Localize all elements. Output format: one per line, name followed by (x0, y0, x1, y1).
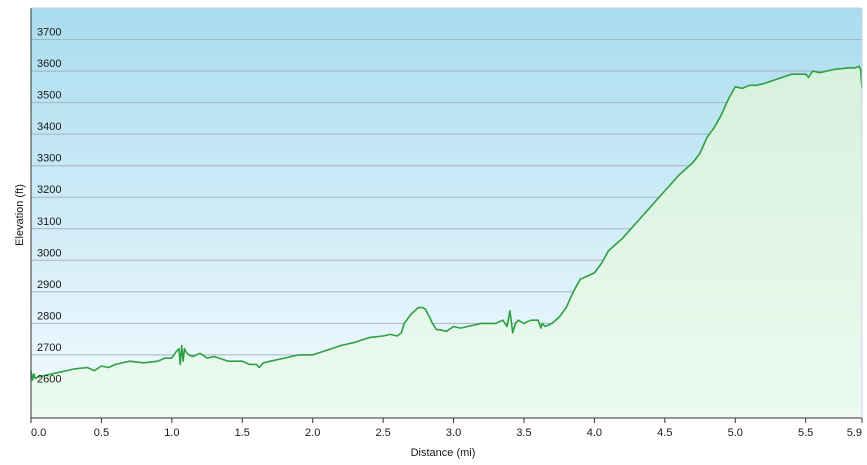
x-tick-labels: 0.0 0.5 1.0 1.5 2.0 2.5 3.0 3.5 4.0 4.5 5.0 5.5 5.9 (30, 418, 863, 439)
x-tick-label: 0.0 (31, 427, 46, 439)
x-tick-label: 2.5 (375, 427, 390, 439)
x-tick-label: 0.5 (94, 427, 109, 439)
x-tick-label: 5.5 (798, 427, 813, 439)
y-tick-label: 2700 (37, 342, 61, 354)
axes (30, 7, 863, 419)
y-tick-label: 3200 (37, 184, 61, 196)
y-tick-label: 3500 (37, 90, 61, 102)
x-tick-label: 2.0 (305, 427, 320, 439)
y-tick-label: 3400 (37, 121, 61, 133)
y-tick-labels: 2600 2700 2800 2900 3000 3100 3200 3300 3400 3500… (37, 27, 61, 386)
x-tick-label: 3.5 (516, 427, 531, 439)
y-axis-label: Elevation (ft) (14, 184, 26, 246)
y-tick-label: 2800 (37, 310, 61, 322)
x-axis-label: Distance (mi) (411, 447, 476, 459)
x-tick-label: 5.0 (728, 427, 743, 439)
y-tick-label: 3300 (37, 153, 61, 165)
x-tick-label: 3.0 (446, 427, 461, 439)
elevation-line (30, 65, 863, 381)
x-tick-label: 4.0 (587, 427, 602, 439)
x-tick-label: 1.5 (235, 427, 250, 439)
x-tick-label: 1.0 (164, 427, 179, 439)
elevation-area-fill (31, 66, 862, 419)
y-tick-label: 2600 (37, 373, 61, 385)
x-tick-label: 5.9 (847, 427, 862, 439)
y-tick-label: 3000 (37, 247, 61, 259)
y-tick-label: 3600 (37, 58, 61, 70)
y-tick-label: 3700 (37, 27, 61, 39)
x-tick-label: 4.5 (657, 427, 672, 439)
y-tick-label: 2900 (37, 279, 61, 291)
y-tick-label: 3100 (37, 216, 61, 228)
